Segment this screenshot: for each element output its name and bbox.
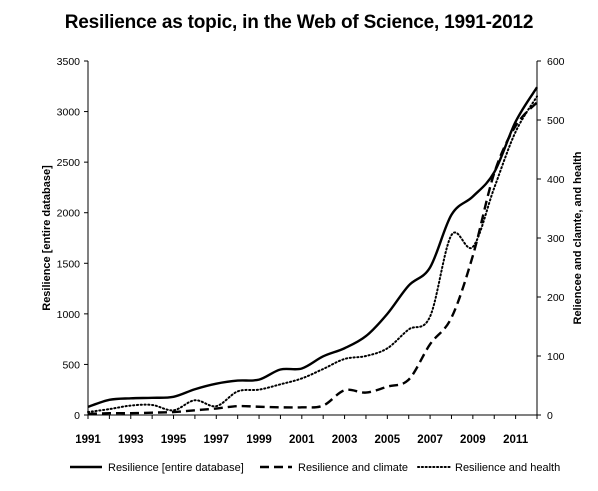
- left-tick-label: 1500: [57, 258, 81, 270]
- x-tick-label: 1999: [246, 434, 272, 446]
- series-lines: [87, 86, 539, 416]
- chart-legend: Resilience [entire database] Resilience a…: [70, 462, 560, 474]
- x-tick-label: 2005: [375, 434, 401, 446]
- right-tick-label: 100: [547, 351, 565, 363]
- chart-title: Resilience as topic, in the Web of Scien…: [64, 12, 534, 33]
- x-tick-label: 1993: [118, 434, 144, 446]
- x-tick-label: 2001: [289, 434, 315, 446]
- series-line-2: [87, 101, 538, 416]
- series-line-3: [87, 95, 538, 414]
- right-tick-label: 0: [547, 410, 553, 422]
- x-tick-label: 1997: [203, 434, 229, 446]
- right-tick-label: 400: [547, 174, 565, 186]
- series-line-1: [87, 86, 539, 409]
- x-tick-label: 2011: [503, 434, 529, 446]
- right-tick-label: 500: [547, 115, 565, 127]
- x-tick-label: 1995: [161, 434, 187, 446]
- legend-label-2: Resilience and climate: [298, 462, 408, 474]
- legend-label-1: Resilience [entire database]: [108, 462, 244, 474]
- right-axis-ticks: 0 100 200 300 400 500 600: [537, 56, 565, 422]
- right-tick-label: 200: [547, 292, 565, 304]
- left-tick-label: 2000: [57, 208, 81, 220]
- x-axis-ticks: 1991 1993 1995 1997 1999 2001 2003 2005 2007 2009…: [75, 415, 538, 446]
- left-axis-ticks: 0 500 1000 1500 2000 2500 3000 3500: [57, 56, 88, 422]
- y2-axis-title: Reliencee and clamte, and health: [572, 151, 584, 324]
- x-tick-label: 2007: [417, 434, 443, 446]
- left-tick-label: 0: [74, 410, 80, 422]
- x-tick-label: 2003: [332, 434, 358, 446]
- y-axis-title: Resilience [entire database]: [41, 165, 53, 311]
- left-tick-label: 3500: [57, 56, 81, 68]
- left-tick-label: 2500: [57, 157, 81, 169]
- legend-label-3: Resilience and health: [455, 462, 560, 474]
- left-tick-label: 3000: [57, 107, 81, 119]
- x-tick-label: 1991: [75, 434, 101, 446]
- left-tick-label: 1000: [57, 309, 81, 321]
- right-tick-label: 300: [547, 233, 565, 245]
- right-tick-label: 600: [547, 56, 565, 68]
- x-tick-label: 2009: [460, 434, 486, 446]
- left-tick-label: 500: [62, 359, 80, 371]
